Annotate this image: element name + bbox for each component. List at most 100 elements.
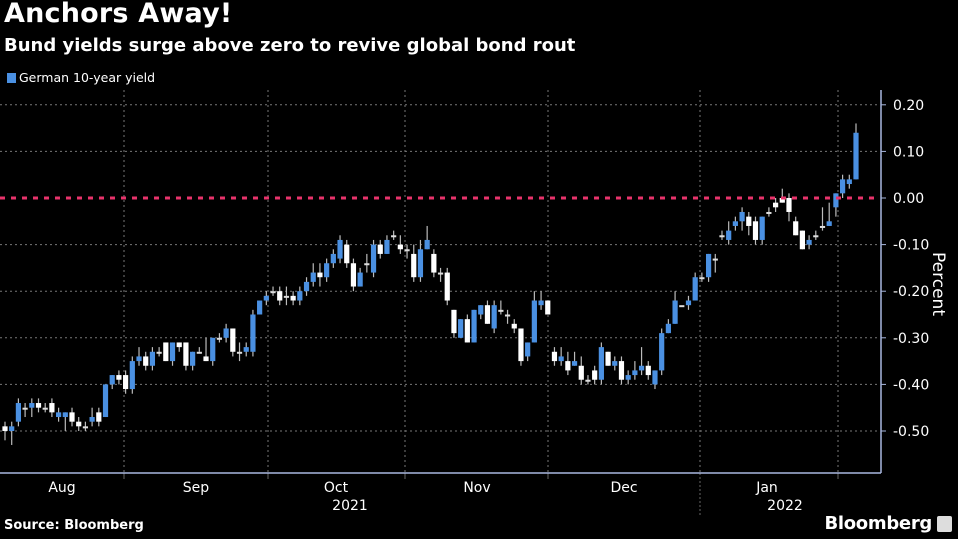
candle	[618, 356, 625, 385]
candle-body	[833, 193, 839, 208]
candle	[806, 235, 812, 250]
y-tick-label: -0.40	[893, 377, 929, 393]
candle	[672, 291, 678, 324]
candle	[578, 356, 584, 385]
candle	[491, 300, 497, 334]
candle	[799, 230, 805, 250]
chart-title: Anchors Away!	[4, 0, 233, 29]
candle	[404, 244, 410, 259]
candle-body	[210, 337, 216, 362]
candle	[384, 235, 390, 254]
candle	[42, 403, 48, 413]
candle-body	[484, 305, 491, 324]
candle-body	[143, 356, 149, 366]
candle	[236, 342, 243, 362]
candle	[243, 342, 249, 357]
candle-body	[136, 356, 142, 362]
candle-body	[451, 309, 457, 334]
candle-body	[491, 305, 497, 329]
candle-body	[277, 291, 283, 301]
candle-body	[330, 253, 336, 264]
candle	[451, 309, 457, 338]
candle-body	[370, 244, 377, 273]
candle	[752, 216, 759, 245]
candle	[317, 263, 323, 287]
candle	[56, 407, 62, 422]
candle	[833, 193, 839, 217]
candle	[612, 356, 618, 371]
candle	[786, 193, 792, 222]
candle-body	[679, 305, 685, 308]
candle	[558, 347, 564, 366]
candle-body	[317, 272, 323, 278]
candle-body	[250, 314, 256, 352]
candle	[739, 207, 745, 231]
candle-body	[183, 342, 189, 366]
candle	[692, 272, 698, 301]
candle	[62, 412, 68, 431]
candle	[203, 337, 209, 362]
candle	[726, 221, 732, 245]
bloomberg-chart-icon	[937, 516, 952, 532]
candle-body	[236, 351, 243, 354]
candle-body	[129, 361, 135, 390]
candle-body	[102, 384, 109, 418]
candle-body	[2, 426, 8, 431]
candle	[632, 361, 638, 380]
candle-body	[618, 361, 625, 380]
candle	[645, 361, 651, 380]
candle-body	[417, 249, 424, 278]
candle	[518, 328, 524, 366]
candle-body	[712, 258, 718, 261]
grid	[0, 90, 880, 517]
candle-body	[357, 272, 363, 287]
legend: German 10-year yield	[7, 70, 155, 85]
candle	[330, 249, 336, 268]
candle-body	[243, 347, 249, 352]
candle-body	[779, 198, 785, 203]
candle-body	[203, 356, 209, 362]
candle-body	[592, 370, 598, 380]
candle	[538, 291, 544, 310]
candle-body	[766, 211, 772, 214]
source-note: Source: Bloomberg	[4, 518, 144, 533]
candle	[223, 323, 229, 343]
candle-body	[826, 221, 832, 226]
candle	[478, 305, 484, 320]
candle	[605, 351, 611, 366]
candle	[699, 272, 705, 282]
candle	[15, 398, 22, 427]
candle-body	[9, 426, 15, 431]
candle-body	[511, 323, 517, 329]
candle	[270, 286, 276, 296]
candle	[772, 198, 779, 212]
candle	[2, 421, 8, 441]
y-ticks: 0.20 0.10 0.00 -0.10 -0.20 -0.30 -0.40 -0.50	[881, 98, 929, 440]
candle	[283, 286, 290, 306]
candle	[9, 421, 15, 445]
candle	[149, 347, 156, 371]
candle-body	[806, 239, 812, 245]
candle	[511, 319, 517, 334]
candle	[310, 263, 316, 287]
x-tick-label: Dec	[610, 480, 637, 496]
candle	[35, 398, 42, 413]
candle-body	[96, 412, 102, 422]
candle-body	[324, 263, 330, 278]
candle-body	[638, 365, 645, 371]
candle	[22, 403, 28, 418]
candle-body	[257, 300, 263, 315]
candle	[116, 370, 122, 385]
candle-body	[672, 300, 678, 324]
candle-body	[692, 277, 698, 301]
candle	[82, 421, 89, 431]
candle-body	[89, 417, 95, 422]
x-tick-label: Nov	[463, 480, 490, 496]
candle-body	[82, 426, 89, 429]
candle-body	[632, 370, 638, 376]
candle-body	[585, 379, 591, 382]
x-tick-label: Sep	[183, 480, 210, 496]
candle-body	[176, 342, 182, 348]
candle	[196, 347, 202, 354]
